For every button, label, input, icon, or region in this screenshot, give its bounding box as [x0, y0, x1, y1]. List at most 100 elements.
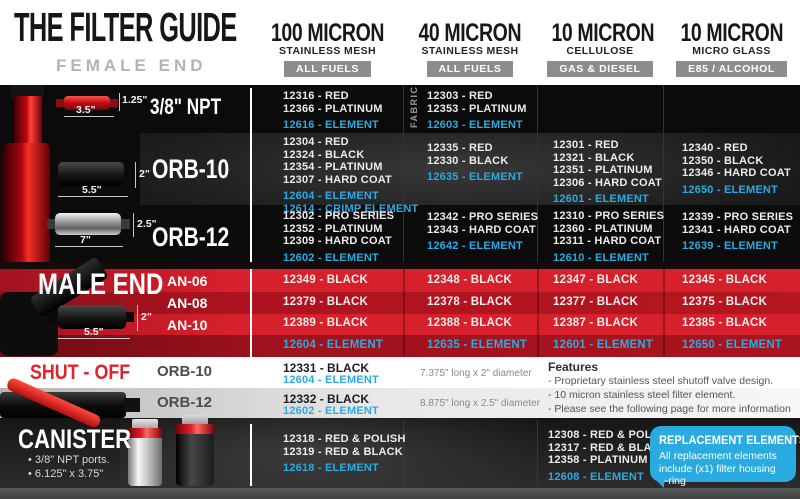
column-subtitle: STAINLESS MESH — [421, 45, 519, 57]
column-separator — [663, 269, 665, 357]
list-item: 12616 - ELEMENT — [283, 119, 379, 131]
bottom-bar — [0, 488, 800, 499]
cell-orb12-10micron-cellulose: 12310 - PRO SERIES 12360 - PLATINUM 12311 … — [553, 210, 665, 265]
features-list: - Proprietary stainless steel shutoff va… — [548, 374, 791, 416]
column-title: 10 MICRON — [680, 19, 783, 47]
filter-icon-end — [47, 219, 56, 229]
column-separator — [663, 85, 664, 262]
column-header-10-micron-microglass: 10 MICRON MICRO GLASS E85 / ALCOHOL — [663, 21, 800, 77]
column-separator — [403, 420, 404, 488]
canister-photo-black — [176, 434, 214, 486]
part-number: 12332 - BLACK — [283, 392, 370, 406]
part-number-list: 12301 - RED 12321 - BLACK 12351 - PLATINUM… — [553, 139, 662, 189]
red-filter-photo-neck — [14, 96, 42, 146]
canister-photo-bracket — [182, 415, 208, 426]
part-number: 12347 - BLACK — [553, 274, 639, 286]
list-item: 12321 - BLACK — [553, 151, 635, 164]
column-subtitle: MICRO GLASS — [692, 45, 771, 57]
list-item: 12366 - PLATINUM — [283, 102, 383, 115]
red-filter-photo-body — [2, 143, 50, 262]
callout-body: All replacement elements include (x1) fi… — [659, 450, 777, 487]
dimension-label-height: 2" — [141, 311, 152, 323]
part-number: 12331 - BLACK — [283, 361, 370, 375]
page-title: THE FILTER GUIDE — [14, 4, 237, 50]
dimension-line — [135, 162, 136, 188]
subtitle-female-end: FEMALE END — [56, 56, 207, 75]
cell-orb10-10micron-microglass: 12340 - RED 12350 - BLACK 12346 - HARD COA… — [682, 142, 791, 197]
list-item: 12339 - PRO SERIES — [682, 211, 794, 223]
filter-icon-end — [123, 169, 132, 179]
size-note: 7.375" long x 2" diameter — [420, 368, 532, 379]
filter-icon-end — [56, 99, 65, 107]
label-column-divider — [250, 269, 252, 357]
part-number-list: 12316 - RED 12366 - PLATINUM — [283, 90, 383, 115]
label-column-divider — [250, 424, 252, 486]
column-separator — [403, 85, 404, 262]
element-number: 12650 - ELEMENT — [682, 339, 783, 351]
column-header-40-micron: 40 MICRON STAINLESS MESH ALL FUELS — [403, 21, 537, 77]
part-number-list: 12304 - RED 12324 - BLACK 12354 - PLATINUM… — [283, 136, 418, 186]
element-number-list: 12608 - ELEMENT — [548, 471, 671, 484]
canister-photo-cap-black — [176, 424, 214, 436]
fuel-badge: ALL FUELS — [426, 61, 514, 77]
list-item: 12306 - HARD COAT — [553, 176, 662, 189]
element-number-list: 12610 - ELEMENT — [553, 252, 664, 265]
dimension-label-height: 2" — [139, 168, 150, 180]
list-item: 12341 - HARD COAT — [682, 223, 791, 236]
canister-title: CANISTER — [18, 424, 132, 454]
list-item: 12360 - PLATINUM — [553, 222, 653, 235]
dimension-label-width: 7" — [80, 234, 91, 246]
list-item: 12343 - HARD COAT — [427, 223, 536, 236]
dimension-label-height: 2.5" — [137, 218, 157, 230]
cell-orb12-40micron: 12342 - PRO SERIES 12343 - HARD COAT 1264… — [427, 211, 539, 254]
element-number-list: 12618 - ELEMENT — [283, 462, 406, 475]
list-item: - Proprietary stainless steel shutoff va… — [548, 375, 774, 387]
cell-orb12-100micron: 12302 - PRO SERIES 12352 - PLATINUM 12309 … — [283, 210, 394, 265]
list-item: 12601 - ELEMENT — [553, 193, 649, 205]
list-item: 12310 - PRO SERIES — [553, 210, 665, 222]
fuel-badge: E85 / ALCOHOL — [676, 61, 787, 77]
row-label-orb12: ORB-12 — [152, 222, 230, 252]
list-item: 12604 - ELEMENT — [283, 190, 379, 202]
label-column-divider — [250, 88, 252, 262]
filter-icon-end — [50, 312, 59, 322]
list-item: 12340 - RED — [682, 142, 748, 154]
part-number: 12387 - BLACK — [553, 317, 639, 329]
list-item: 12311 - HARD COAT — [553, 235, 662, 247]
part-number-list: 12318 - RED & POLISH 12319 - RED & BLACK — [283, 433, 406, 458]
part-number-list: 12308 - RED & POLISH 12317 - RED & BLACK 1… — [548, 429, 671, 467]
dimension-line — [137, 305, 138, 331]
cell-orb12-10micron-microglass: 12339 - PRO SERIES 12341 - HARD COAT 1263… — [682, 211, 794, 254]
callout-title: REPLACEMENT ELEMENTS — [659, 433, 800, 447]
row-label-an08: AN-08 — [167, 295, 208, 311]
cell-canister-100micron: 12318 - RED & POLISH 12319 - RED & BLACK … — [283, 433, 406, 476]
list-item: 12342 - PRO SERIES — [427, 211, 539, 223]
element-number: 12601 - ELEMENT — [553, 339, 654, 351]
part-number: 12345 - BLACK — [682, 274, 768, 286]
red-filter-photo-cap — [10, 85, 44, 99]
element-number: 12635 - ELEMENT — [427, 339, 528, 351]
list-item: 12318 - RED & POLISH — [283, 433, 406, 445]
male-band-an06 — [0, 269, 800, 292]
part-number: 12377 - BLACK — [553, 296, 639, 308]
black-filter-icon — [58, 162, 124, 186]
column-header-100-micron: 100 MICRON STAINLESS MESH ALL FUELS — [252, 21, 403, 77]
part-number-list: 12335 - RED 12330 - BLACK — [427, 142, 523, 167]
row-label-an10: AN-10 — [167, 317, 208, 333]
part-number-list: 12342 - PRO SERIES 12343 - HARD COAT — [427, 211, 539, 236]
list-item: 12301 - RED — [553, 139, 619, 151]
list-item: • 6.125" x 3.75" — [28, 468, 104, 480]
list-item: 12350 - BLACK — [682, 154, 764, 167]
column-subtitle: STAINLESS MESH — [279, 45, 376, 57]
list-item: 12335 - RED — [427, 142, 493, 154]
size-note: 8.875" long x 2.5" diameter — [420, 398, 540, 409]
list-item: 12316 - RED — [283, 90, 349, 102]
dimension-line — [58, 338, 130, 339]
callout-tail — [650, 474, 664, 488]
part-number: 12389 - BLACK — [283, 317, 369, 329]
list-item: 12642 - ELEMENT — [427, 240, 523, 252]
fuel-badge: ALL FUELS — [284, 61, 371, 77]
features-heading: Features — [548, 360, 599, 374]
cell-orb10-100micron: 12304 - RED 12324 - BLACK 12354 - PLATINUM… — [283, 136, 418, 216]
